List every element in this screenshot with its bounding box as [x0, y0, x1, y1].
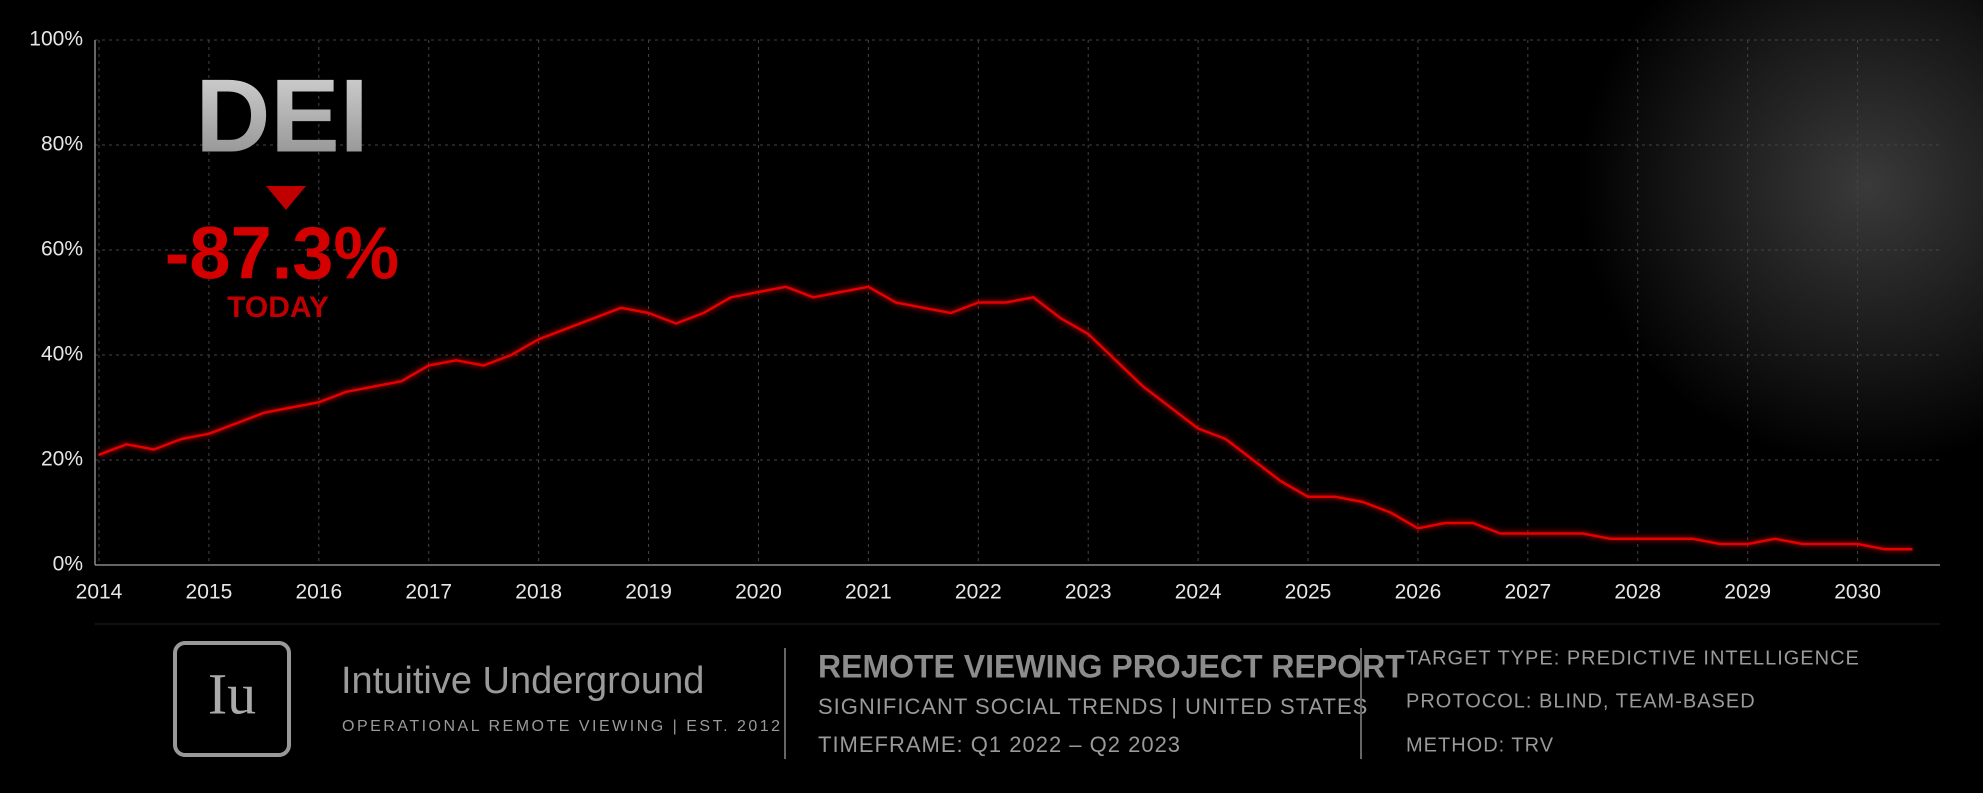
brand: Intuitive Underground [341, 660, 704, 702]
x-tick-label: 2030 [1834, 581, 1881, 604]
badge-label: DEI [195, 58, 368, 174]
badge-change: -87.3% [165, 212, 399, 295]
plot: 0% 20% 40% 60% 80% 100% 2014 2015 2016 2017 2018 20… [29, 28, 1940, 604]
building-photo [1340, 0, 1983, 620]
logo-frame [173, 641, 291, 757]
x-tick-label: 2027 [1504, 581, 1551, 604]
x-tick-label: 2025 [1285, 581, 1332, 604]
x-tick-label: 2029 [1724, 581, 1771, 604]
x-tick-label: 2016 [295, 581, 342, 604]
detail: TARGET TYPE: PREDICTIVE INTELLIGENCE [1406, 647, 1860, 669]
logo: Iu [208, 661, 256, 726]
x-tick-label: 2021 [845, 581, 892, 604]
badge-note: TODAY [227, 291, 329, 324]
x-tick-label: 2019 [625, 581, 672, 604]
x-tick-label: 2026 [1395, 581, 1442, 604]
tagline: OPERATIONAL REMOTE VIEWING | EST. 2012 [342, 718, 783, 735]
y-tick-label: 40% [41, 343, 83, 366]
x-tick-label: 2020 [735, 581, 782, 604]
x-tick-label: 2018 [515, 581, 562, 604]
x-tick-label: 2028 [1614, 581, 1661, 604]
detail: PROTOCOL: BLIND, TEAM-BASED [1406, 690, 1756, 712]
x-tick-label: 2017 [405, 581, 452, 604]
y-tick-label: 20% [41, 448, 83, 471]
y-tick-label: 60% [41, 238, 83, 261]
y-tick-label: 0% [53, 553, 83, 576]
data-line [98, 285, 1913, 551]
report-subtitle: SIGNIFICANT SOCIAL TRENDS | UNITED STATE… [818, 694, 1368, 719]
y-tick-label: 100% [29, 28, 83, 51]
report-title: REMOTE VIEWING PROJECT REPORT [818, 648, 1405, 684]
timeframe: TIMEFRAME: Q1 2022 – Q2 2023 [818, 732, 1181, 757]
x-tick-label: 2023 [1065, 581, 1112, 604]
y-tick-label: 80% [41, 133, 83, 156]
x-tick-label: 2024 [1175, 581, 1222, 604]
down-arrow [266, 186, 306, 210]
x-tick-label: 2022 [955, 581, 1002, 604]
x-tick-label: 2014 [76, 581, 123, 604]
x-tick-label: 2015 [186, 581, 233, 604]
detail: METHOD: TRV [1406, 734, 1554, 756]
